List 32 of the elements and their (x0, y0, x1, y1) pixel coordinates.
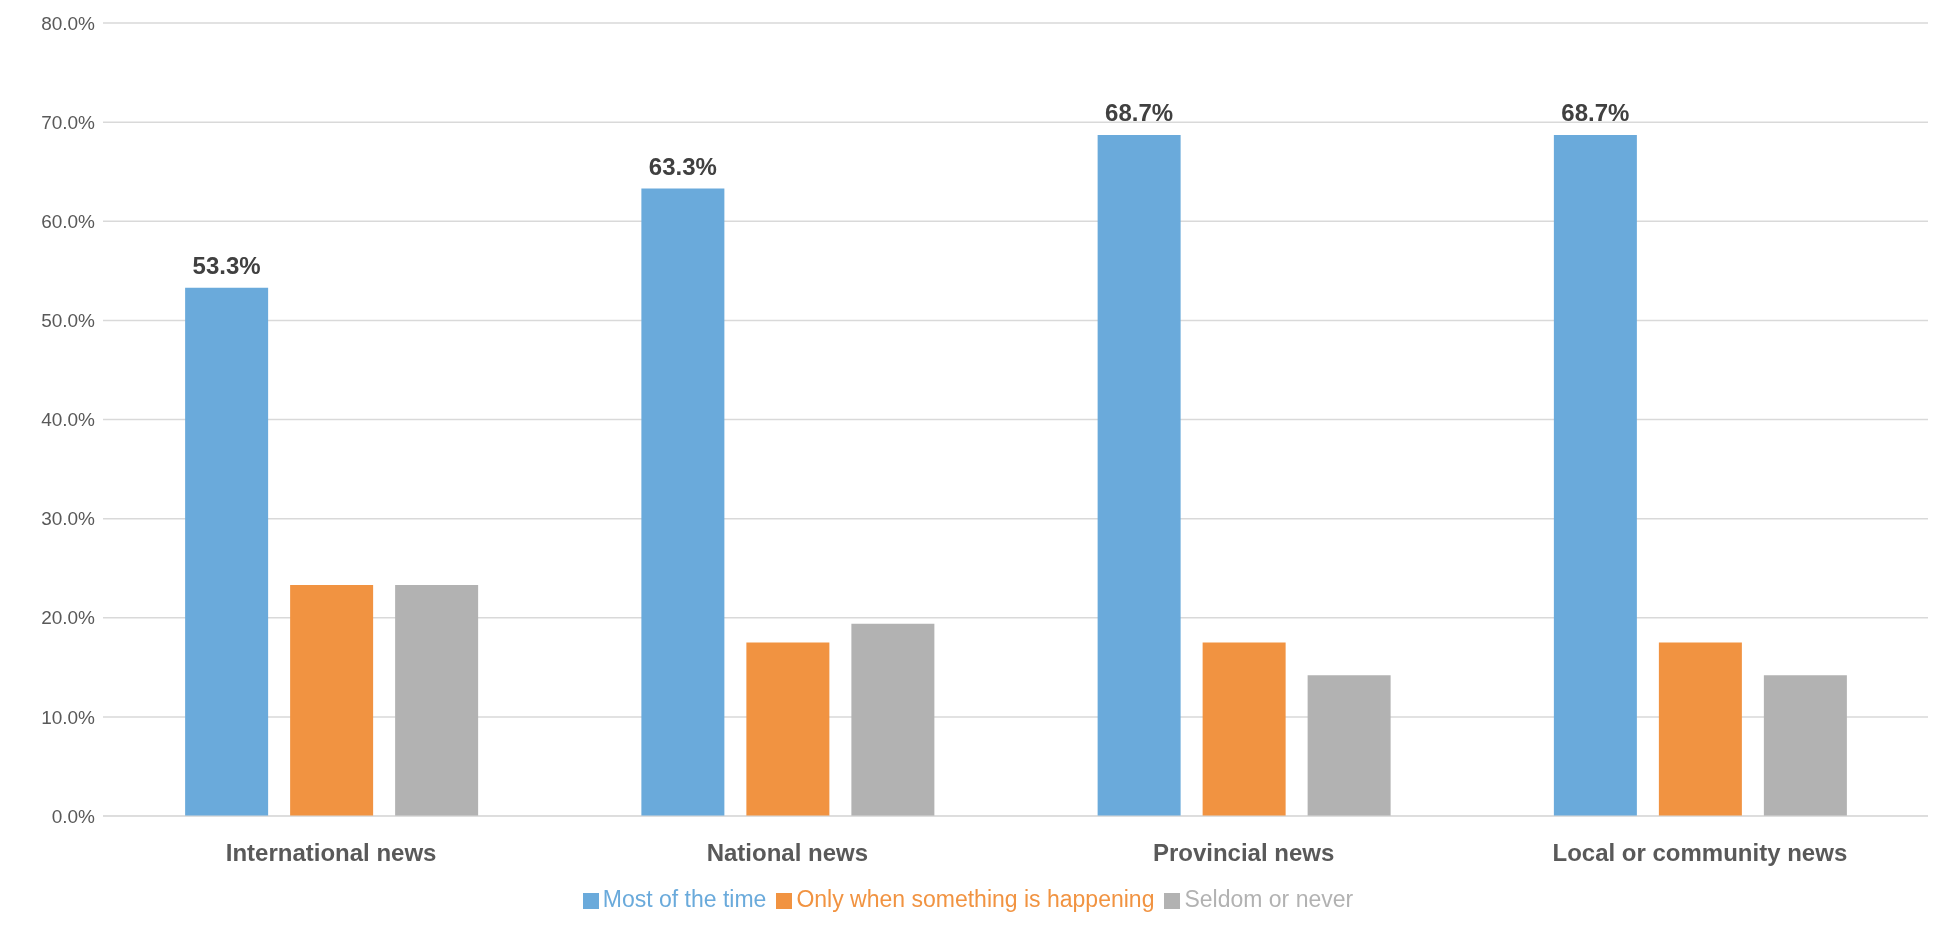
y-tick-label: 20.0% (41, 607, 96, 629)
bar (1763, 675, 1847, 816)
bar (290, 585, 374, 816)
x-tick-label: International news (225, 839, 437, 867)
bar (1202, 642, 1286, 816)
data-label: 53.3% (192, 251, 261, 279)
bar (1307, 675, 1391, 816)
data-label: 68.7% (1561, 99, 1630, 127)
data-label: 68.7% (1105, 99, 1174, 127)
bar (851, 623, 935, 816)
bar (1658, 642, 1742, 816)
legend-label: Only when something is happening (796, 886, 1155, 912)
legend-label: Seldom or never (1184, 886, 1354, 912)
x-tick-label: Local or community news (1552, 839, 1848, 867)
y-tick-label: 0.0% (51, 805, 96, 827)
bar (746, 642, 830, 816)
x-tick-label: National news (706, 839, 869, 867)
bar (1097, 135, 1181, 816)
bar (1553, 135, 1637, 816)
y-tick-label: 50.0% (41, 310, 96, 332)
legend-label: Most of the time (602, 886, 767, 912)
data-label: 63.3% (648, 152, 717, 180)
bar (185, 287, 269, 816)
y-tick-label: 10.0% (41, 706, 96, 728)
y-tick-label: 40.0% (41, 409, 96, 431)
y-tick-label: 70.0% (41, 111, 96, 133)
x-tick-label: Provincial news (1152, 839, 1335, 867)
bar (395, 585, 479, 816)
y-tick-label: 80.0% (41, 12, 96, 34)
y-tick-label: 60.0% (41, 210, 96, 232)
y-tick-label: 30.0% (41, 508, 96, 530)
bar (641, 188, 725, 816)
